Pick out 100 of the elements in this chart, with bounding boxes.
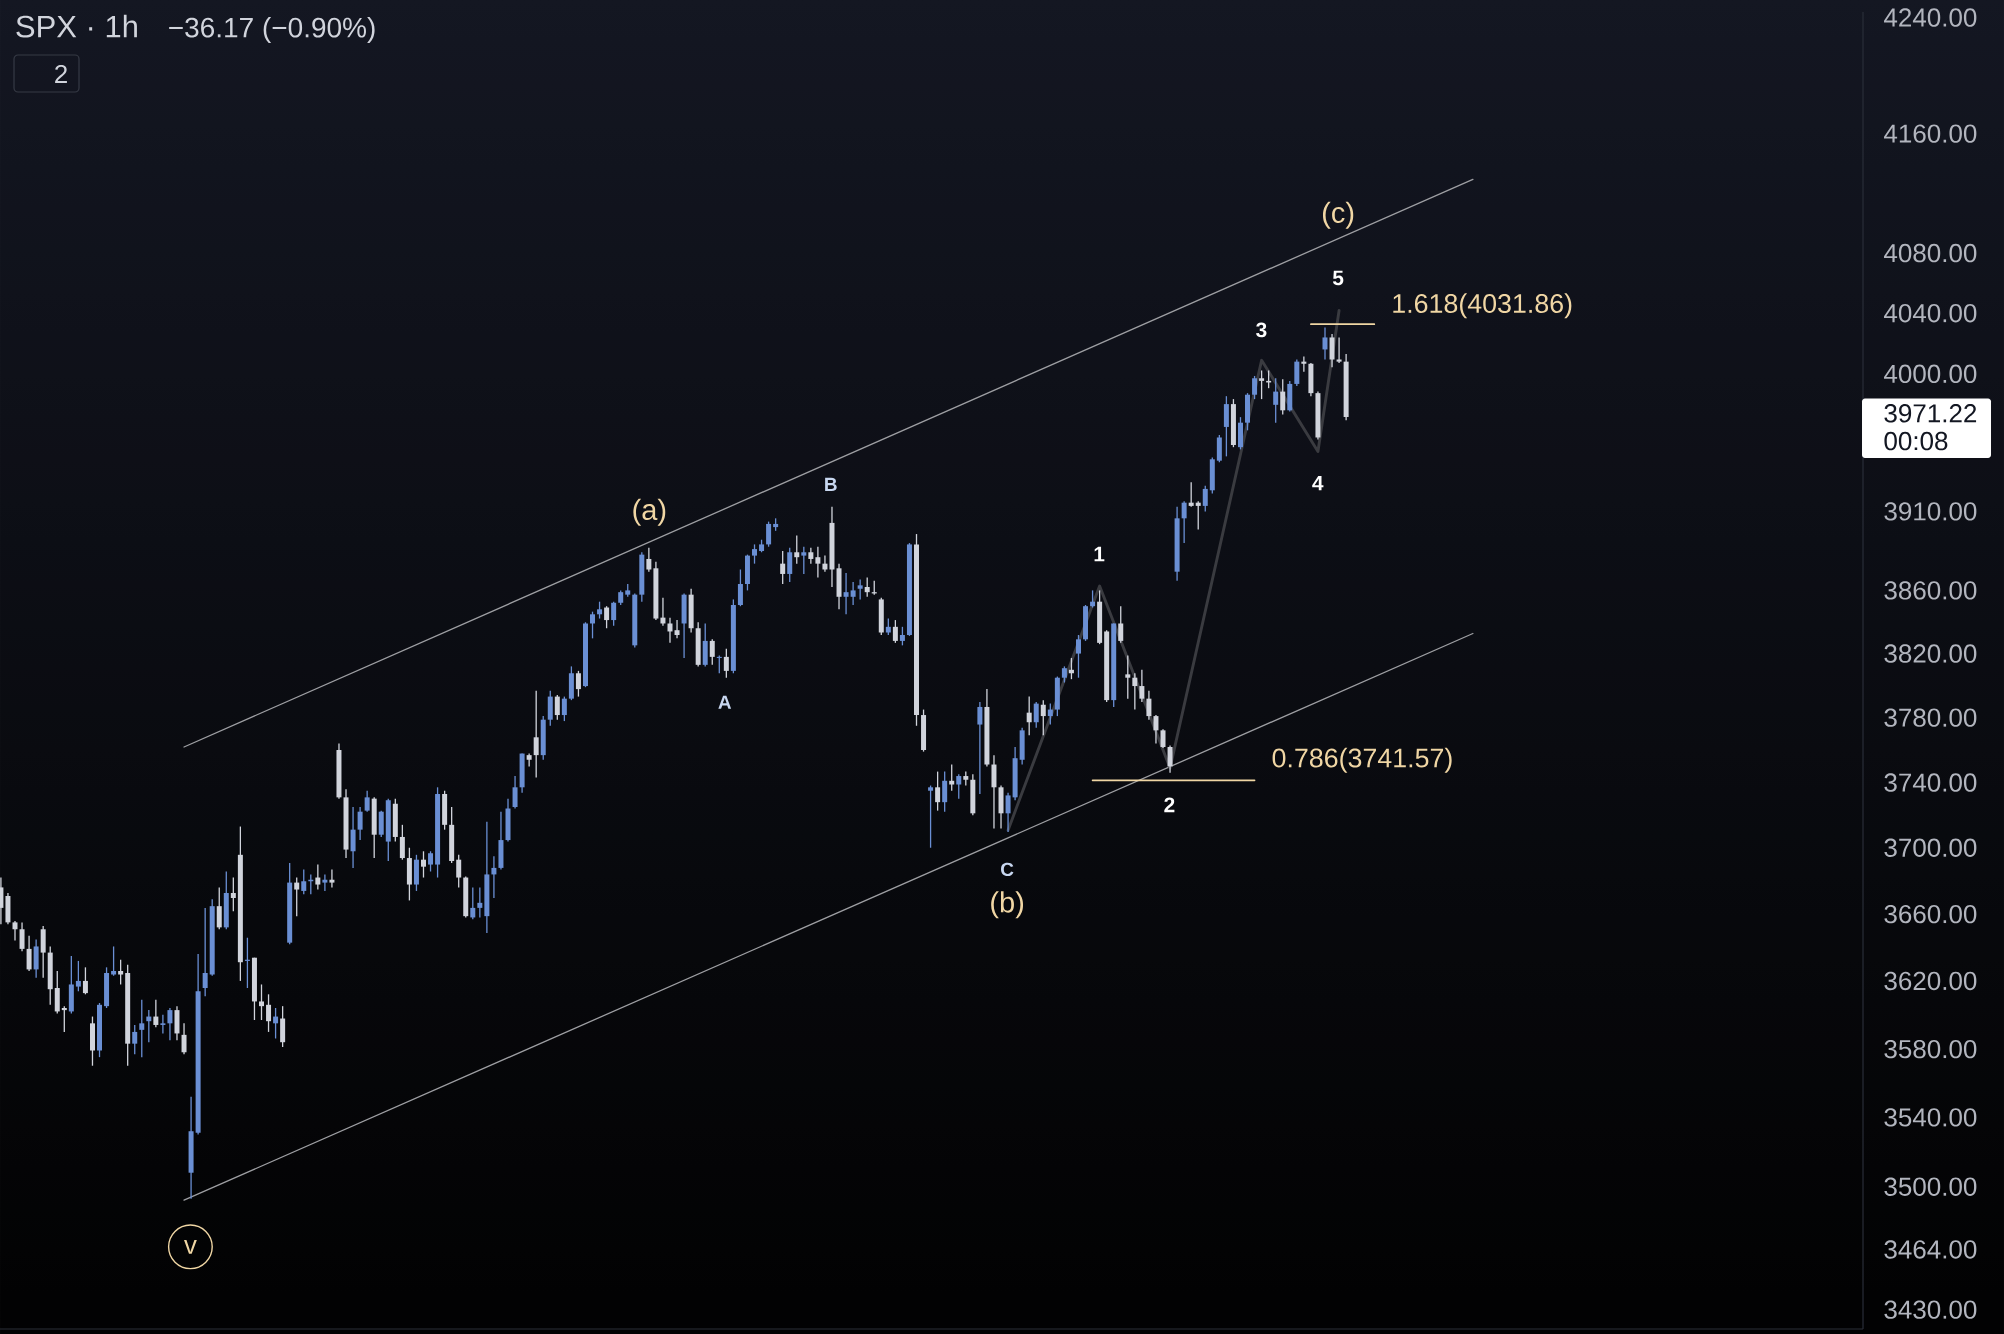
candlestick [428, 850, 434, 873]
candlestick [1202, 485, 1208, 513]
candlestick [329, 868, 335, 889]
candlestick [1146, 690, 1152, 721]
annotation: C [1001, 862, 1014, 877]
annotation: A [718, 695, 732, 709]
candlestick [899, 626, 905, 646]
candlestick [801, 546, 807, 575]
candlestick [54, 970, 60, 1015]
y-tick-label: 3540.00 [1884, 1108, 1977, 1127]
candlestick [590, 611, 596, 639]
candlestick [857, 578, 863, 601]
candlestick [202, 907, 208, 997]
candlestick [1033, 701, 1039, 729]
candlestick [949, 763, 955, 792]
annotation: 2 [55, 64, 67, 84]
candlestick [61, 1005, 67, 1033]
candlestick [280, 1005, 286, 1048]
candlestick [942, 770, 948, 813]
candlestick [167, 1007, 173, 1041]
candlestick [364, 790, 370, 813]
candlestick [575, 670, 581, 698]
annotation: v [184, 1239, 197, 1254]
candlestick [1280, 378, 1286, 416]
candlestick [1118, 605, 1124, 644]
candlestick [1160, 728, 1166, 749]
candlestick [456, 854, 462, 889]
candlestick [82, 966, 88, 995]
series-label: 1.618(4031.86) [1393, 293, 1572, 319]
candlestick [12, 920, 18, 942]
candlestick [1322, 326, 1328, 361]
y-tick-label: 3700.00 [1884, 838, 1977, 857]
annotation: 3 [1256, 322, 1267, 338]
y-tick-label: 4000.00 [1884, 364, 1977, 384]
candlestick [174, 1005, 180, 1041]
candlestick [702, 622, 708, 668]
y-tick-label: 4080.00 [1884, 243, 1977, 263]
candlestick [357, 806, 363, 841]
candlestick [420, 850, 426, 879]
candlestick [1153, 714, 1159, 745]
candlestick [1167, 744, 1173, 774]
chart-title: SPX · 1h [16, 14, 137, 38]
candlestick [864, 576, 870, 598]
candlestick [991, 754, 997, 830]
candlestick [843, 572, 849, 615]
candlestick [956, 773, 962, 800]
candlestick [75, 960, 81, 992]
candlestick [935, 770, 941, 812]
candlestick [604, 605, 610, 629]
candlestick [1188, 481, 1194, 508]
candlestick [230, 876, 236, 912]
candlestick [752, 543, 758, 565]
y-tick-label: 3780.00 [1884, 708, 1977, 727]
y-tick-label: 3660.00 [1884, 904, 1977, 924]
candlestick [294, 876, 300, 917]
candlestick [737, 568, 743, 607]
y-tick-label: 4240.00 [1884, 8, 1977, 27]
y-tick-label: 3430.00 [1884, 1300, 1977, 1319]
candlestick [26, 935, 32, 972]
text: 00:08 [1884, 431, 1948, 451]
candlestick [794, 534, 800, 565]
y-tick-label: 3580.00 [1884, 1039, 1977, 1059]
candlestick [533, 690, 539, 779]
candlestick [216, 886, 222, 930]
candlestick [822, 554, 828, 573]
candlestick [561, 695, 567, 722]
candlestick [1336, 336, 1342, 364]
candlestick [611, 601, 617, 627]
candlestick [301, 868, 307, 895]
candlestick [0, 876, 4, 925]
candlestick [547, 690, 553, 727]
candlestick [977, 701, 983, 795]
candlestick [1252, 375, 1258, 400]
y-tick-label: 3860.00 [1884, 581, 1977, 600]
candlestick [139, 999, 145, 1058]
candlestick [646, 547, 652, 573]
candlestick [153, 999, 159, 1028]
y-tick-label: 3740.00 [1884, 773, 1977, 792]
candlestick [723, 648, 729, 679]
candlestick [477, 886, 483, 919]
candlestick [1223, 395, 1229, 458]
candlestick [892, 619, 898, 644]
candlestick [1132, 672, 1138, 711]
candlestick [33, 938, 39, 979]
candlestick [491, 855, 497, 899]
candlestick [266, 993, 272, 1033]
candlestick [1075, 634, 1081, 679]
annotation: 4 [1312, 475, 1324, 491]
candlestick [350, 806, 356, 869]
candlestick [1125, 654, 1131, 700]
candlestick [1026, 695, 1032, 736]
candlestick [378, 809, 384, 838]
y-tick-label: 4160.00 [1884, 124, 1977, 143]
annotation: 5 [1332, 270, 1344, 286]
candlestick [118, 959, 124, 986]
candlestick [259, 983, 264, 1021]
candlestick [1301, 355, 1307, 373]
candlestick [928, 784, 934, 849]
candlestick [787, 547, 793, 583]
candlestick [1139, 669, 1145, 703]
